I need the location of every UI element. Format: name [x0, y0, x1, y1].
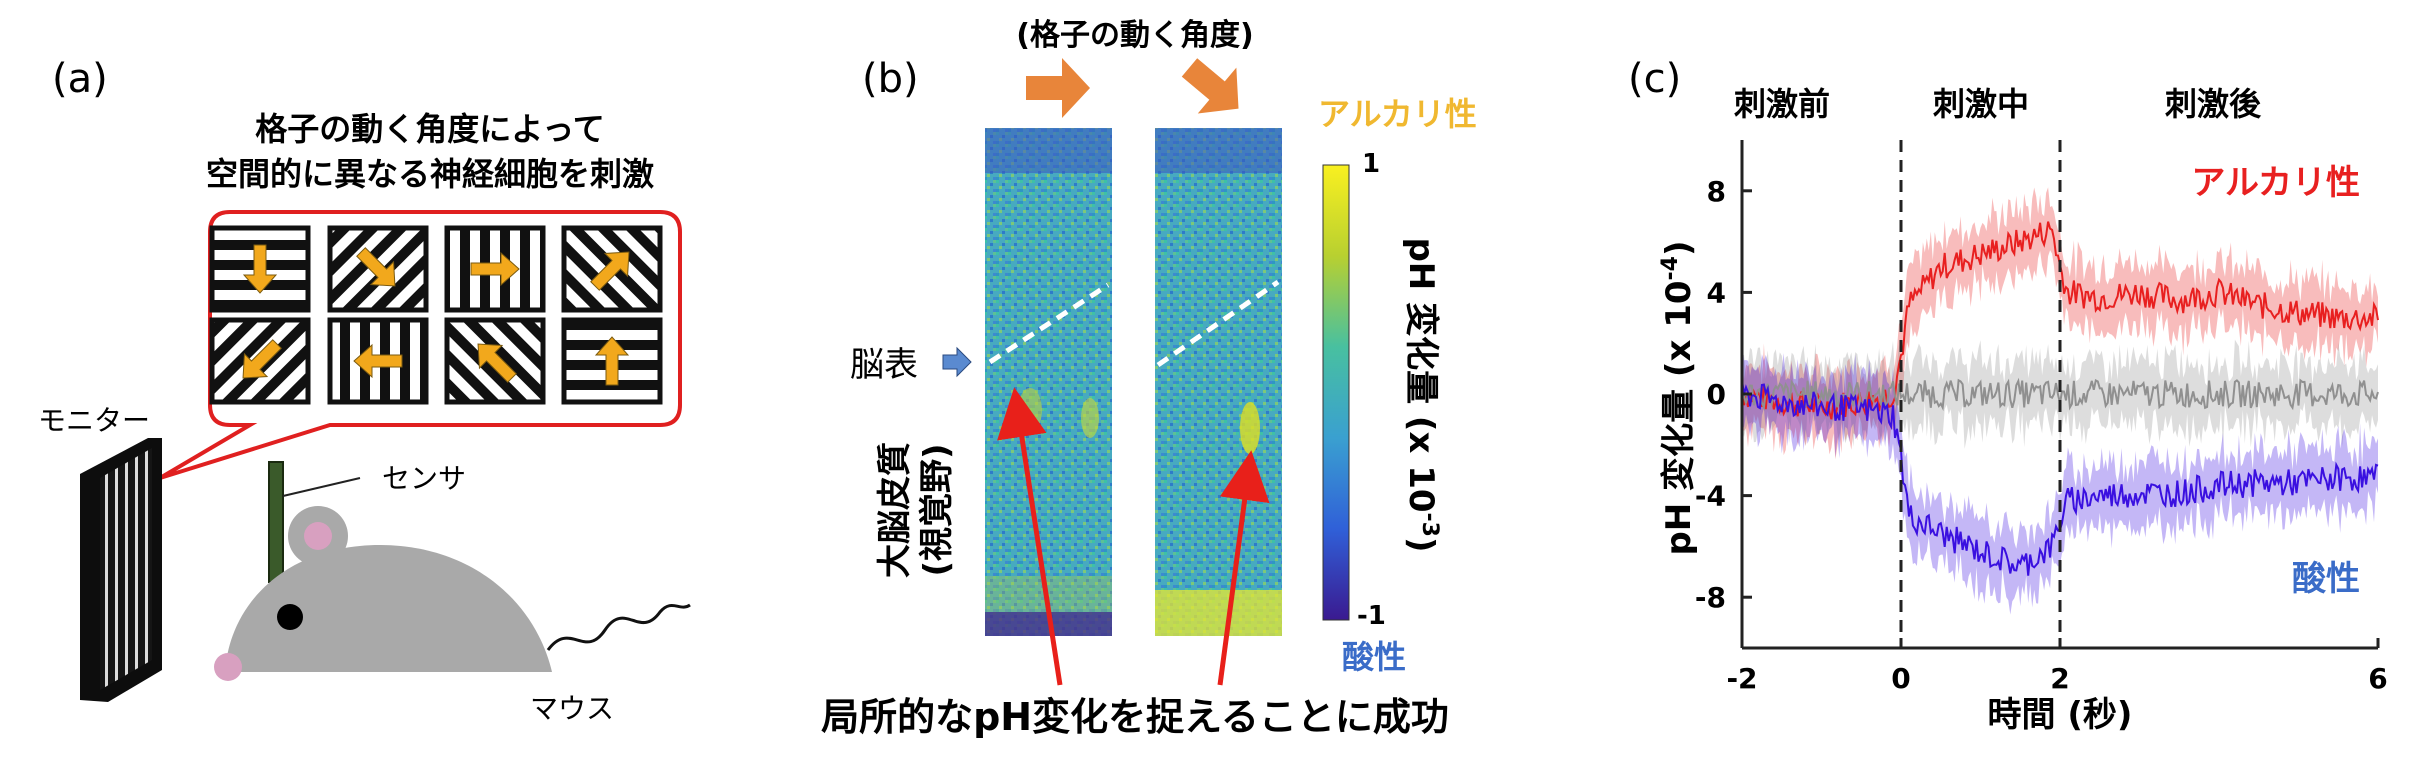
mouse-body — [225, 545, 552, 672]
pointer-arrow-left — [997, 387, 1063, 686]
mouse-label: マウス — [530, 692, 614, 725]
y-tick-label-1: 4 — [1707, 276, 1726, 309]
brain-surface-arrow-icon — [942, 346, 972, 378]
chart-plot-area: 8 4 0 -4 -8 -2 0 2 6 — [1695, 140, 2388, 695]
sensor-label: センサ — [382, 462, 466, 495]
arrow-down-left-icon — [242, 339, 282, 379]
panel-c-acid-label: 酸性 — [2292, 559, 2360, 599]
grating-tile-4 — [561, 225, 663, 313]
x-tick-label-1: 0 — [1891, 662, 1910, 695]
phase-before-label: 刺激前 — [1734, 85, 1830, 123]
panel-a: (a) 格子の動く角度によって 空間的に異なる神経細胞を刺激 — [38, 56, 691, 725]
arrow-up-right-icon — [590, 251, 630, 291]
sensor-leader-line — [282, 477, 361, 497]
panel-b: (b) (格子の動く角度) アルカリ性 1 -1 pH 変化量 (x 10-3) — [821, 18, 1477, 739]
panel-b-letter: (b) — [862, 56, 919, 102]
mouse-nose — [214, 653, 242, 681]
colorbar-title: pH 変化量 (x 10-3) — [1401, 237, 1442, 552]
panel-a-caption-line2: 空間的に異なる神経細胞を刺激 — [206, 155, 654, 193]
panel-c: (c) 刺激前 刺激中 刺激後 アルカリ性 酸性 8 4 0 -4 -8 -2 0 2 6 時… — [1628, 56, 2388, 735]
colorbar-min-label: -1 — [1357, 601, 1386, 631]
sensor-icon — [268, 461, 284, 583]
mouse-illustration — [214, 506, 691, 681]
mouse-tail — [546, 603, 691, 651]
x-tick-label-2: 2 — [2050, 662, 2069, 695]
x-tick-label-3: 6 — [2368, 662, 2387, 695]
monitor-icon — [80, 438, 162, 702]
y-tick-label-0: 8 — [1707, 175, 1726, 208]
y-axis-title: pH 変化量 (x 10-4) — [1658, 240, 1699, 555]
x-tick-label-0: -2 — [1726, 662, 1757, 695]
arrow-right-icon — [470, 251, 520, 287]
phase-during-label: 刺激中 — [1933, 85, 2029, 123]
y-tick-label-3: -4 — [1695, 480, 1726, 513]
panel-c-alkaline-label: アルカリ性 — [2191, 163, 2360, 203]
cortex-label-line2: (視覚野) — [917, 443, 957, 576]
panel-b-alkaline-label: アルカリ性 — [1318, 95, 1477, 133]
monitor-label: モニター — [38, 404, 150, 437]
ph-map-left — [985, 128, 1112, 636]
colorbar — [1322, 164, 1350, 621]
arrow-down-right-icon — [356, 247, 396, 287]
y-tick-label-4: -8 — [1695, 581, 1726, 614]
direction-down-right-arrow-icon — [1181, 58, 1239, 114]
y-tick-label-2: 0 — [1707, 378, 1726, 411]
arrow-up-icon — [594, 336, 630, 386]
phase-after-label: 刺激後 — [2165, 85, 2262, 123]
x-axis-title: 時間 (秒) — [1988, 695, 2133, 735]
mouse-ear-inner — [304, 522, 332, 550]
direction-right-arrow-icon — [1026, 58, 1090, 118]
grating-tiles — [209, 225, 663, 405]
arrow-down-icon — [242, 244, 278, 294]
pointer-arrow-right — [1217, 450, 1270, 686]
panel-a-caption-line1: 格子の動く角度によって — [255, 110, 604, 148]
panel-b-header: (格子の動く角度) — [1016, 18, 1253, 53]
colorbar-max-label: 1 — [1362, 149, 1380, 179]
cortex-label-line1: 大脳皮質 — [875, 442, 915, 578]
brain-surface-label: 脳表 — [850, 345, 918, 385]
panel-c-letter: (c) — [1628, 56, 1681, 102]
grating-arrows — [242, 244, 630, 386]
series-band-0 — [1742, 187, 2378, 460]
panel-b-acid-label: 酸性 — [1342, 638, 1406, 676]
arrow-left-icon — [353, 343, 403, 379]
ph-map-right — [1155, 128, 1282, 636]
panel-a-letter: (a) — [52, 56, 108, 102]
mouse-eye — [277, 604, 303, 630]
panel-b-bottom-caption: 局所的なpH変化を捉えることに成功 — [821, 695, 1449, 739]
arrow-up-left-icon — [477, 343, 517, 383]
